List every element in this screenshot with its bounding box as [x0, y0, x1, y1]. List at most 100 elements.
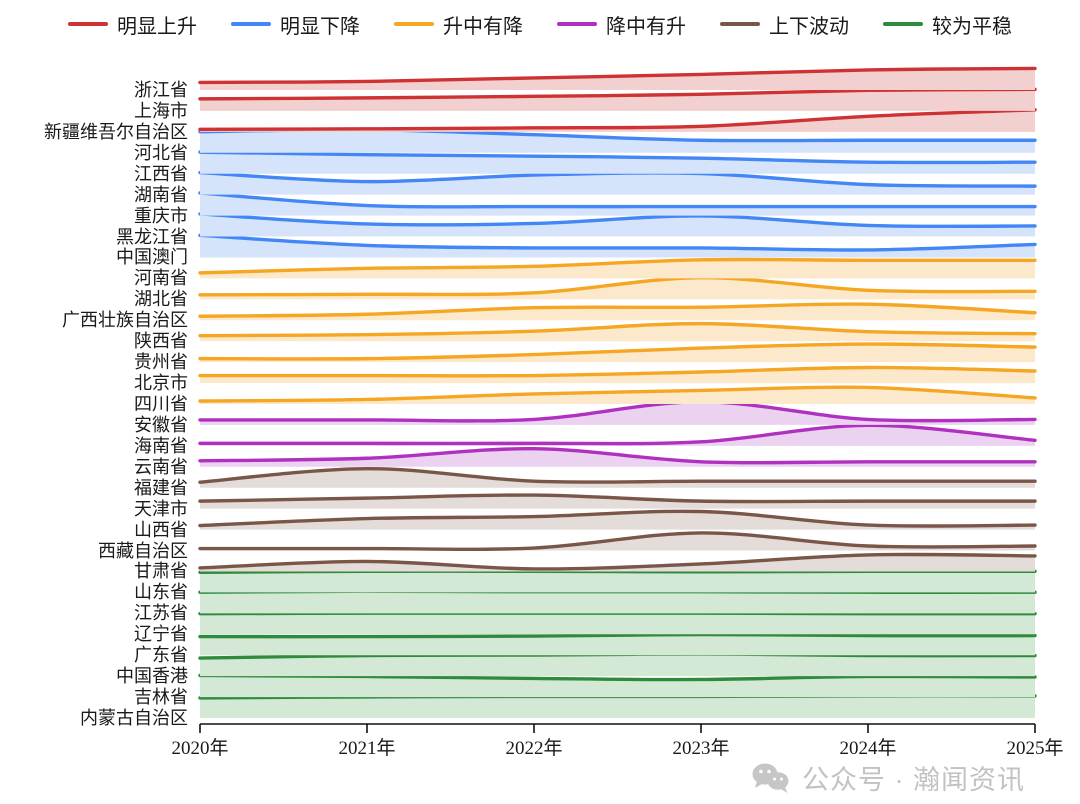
ridge-line — [198, 257, 1037, 275]
ridge-row — [198, 170, 1037, 195]
y-axis-label: 甘肃省 — [134, 561, 188, 582]
ridge-area — [200, 172, 1035, 195]
ridge-line — [198, 632, 1037, 639]
ridge-line — [198, 212, 1037, 229]
ridge-row — [198, 632, 1037, 656]
ridge-area — [200, 277, 1035, 300]
ridge-area — [200, 675, 1035, 698]
ridge-area — [200, 425, 1035, 446]
legend-swatch-icon — [720, 22, 760, 26]
ridge-row — [198, 66, 1037, 90]
wechat-icon — [752, 763, 789, 793]
ridge-line — [198, 509, 1037, 528]
y-axis-label: 江西省 — [134, 163, 188, 184]
y-axis-label: 江苏省 — [134, 603, 188, 624]
ridge-line — [198, 365, 1037, 378]
watermark-text: 公众号 · 瀚闻资讯 — [802, 765, 1025, 795]
y-axis-label: 新疆维吾尔自治区 — [44, 121, 188, 142]
ridge-area — [200, 109, 1035, 132]
ridge-line — [198, 531, 1037, 551]
ridge-row — [198, 127, 1037, 153]
y-axis-label: 安徽省 — [134, 414, 188, 435]
y-axis-label: 中国香港 — [116, 666, 188, 687]
legend-item-2[interactable]: 升中有降 — [394, 10, 523, 39]
ridge-row — [198, 150, 1037, 174]
ridge-row — [198, 257, 1037, 279]
ridge-area — [200, 571, 1035, 593]
y-axis-label: 内蒙古自治区 — [80, 708, 188, 728]
y-axis-label: 福建省 — [134, 477, 188, 498]
ridge-line — [198, 233, 1037, 252]
y-axis-label: 吉林省 — [134, 687, 188, 708]
ridge-area — [200, 213, 1035, 237]
ridge-line — [198, 191, 1037, 209]
legend-label: 明显下降 — [280, 15, 360, 38]
ridge-row — [198, 552, 1037, 572]
ridge-row — [198, 385, 1037, 404]
x-axis-label: 2025年 — [1006, 738, 1064, 759]
ridge-line — [198, 87, 1037, 101]
legend-swatch-icon — [394, 22, 434, 26]
y-axis-label: 山西省 — [134, 519, 188, 540]
y-axis-label: 黑龙江省 — [116, 226, 188, 247]
ridge-line — [198, 385, 1037, 403]
ridge-line — [198, 673, 1037, 682]
y-axis-label: 广东省 — [134, 645, 188, 666]
ridge-row — [198, 447, 1037, 467]
y-axis-label: 河南省 — [134, 268, 188, 289]
ridge-area — [200, 401, 1035, 425]
legend-swatch-icon — [68, 22, 108, 26]
ridge-line — [198, 276, 1037, 297]
ridge-row — [198, 108, 1037, 132]
ridge-line — [198, 400, 1037, 423]
legend-label: 升中有降 — [443, 15, 523, 38]
ridge-area — [200, 554, 1035, 572]
legend-item-0[interactable]: 明显上升 — [68, 10, 197, 39]
y-axis-labels: 浙江省 上海市 新疆维吾尔自治区 河北省 江西省 湖南省 重庆市 黑龙江省 中国澳门 河南省 湖北省… — [0, 56, 196, 756]
ridge-area — [200, 89, 1035, 111]
legend-item-1[interactable]: 明显下降 — [231, 10, 360, 39]
ridge-row — [198, 694, 1037, 718]
legend-item-3[interactable]: 降中有升 — [557, 10, 686, 39]
legend-item-5[interactable]: 较为平稳 — [883, 10, 1012, 39]
ridge-area — [200, 591, 1035, 614]
ridge-area — [200, 323, 1035, 342]
x-axis-label: 2023年 — [672, 738, 730, 759]
ridge-row — [198, 400, 1037, 425]
ridge-area — [200, 68, 1035, 90]
y-axis-label: 湖北省 — [134, 289, 188, 310]
ridge-line — [198, 493, 1037, 504]
ridge-row — [198, 509, 1037, 530]
y-axis-label: 河北省 — [134, 142, 188, 163]
y-axis-label: 重庆市 — [134, 205, 188, 226]
ridge-area — [200, 129, 1035, 153]
ridge-area — [200, 634, 1035, 656]
plot-area — [0, 56, 1080, 756]
x-axis-label: 2021年 — [338, 738, 396, 759]
ridge-row — [198, 531, 1037, 551]
ridge-area — [200, 235, 1035, 258]
ridge-row — [198, 302, 1037, 321]
ridge-area — [200, 259, 1035, 279]
legend-item-4[interactable]: 上下波动 — [720, 10, 849, 39]
ridge-row — [198, 321, 1037, 342]
ridge-area — [200, 511, 1035, 530]
legend-swatch-icon — [231, 22, 271, 26]
ridge-row — [198, 233, 1037, 258]
y-axis-label: 北京市 — [134, 373, 188, 394]
ridge-area — [200, 468, 1035, 488]
legend-label: 上下波动 — [769, 15, 849, 38]
y-axis-label: 山东省 — [134, 582, 188, 603]
ridge-row — [198, 342, 1037, 363]
legend-label: 较为平稳 — [932, 15, 1012, 38]
ridge-area — [200, 613, 1035, 635]
ridge-line — [198, 552, 1037, 571]
ridge-row — [198, 569, 1037, 593]
x-axis-label: 2020年 — [171, 738, 229, 759]
legend-label: 明显上升 — [117, 15, 197, 38]
ridgeline-svg — [198, 66, 1037, 733]
ridge-area — [200, 695, 1035, 718]
y-axis-label: 辽宁省 — [134, 624, 188, 645]
ridge-row — [198, 589, 1037, 614]
ridge-row — [198, 87, 1037, 111]
